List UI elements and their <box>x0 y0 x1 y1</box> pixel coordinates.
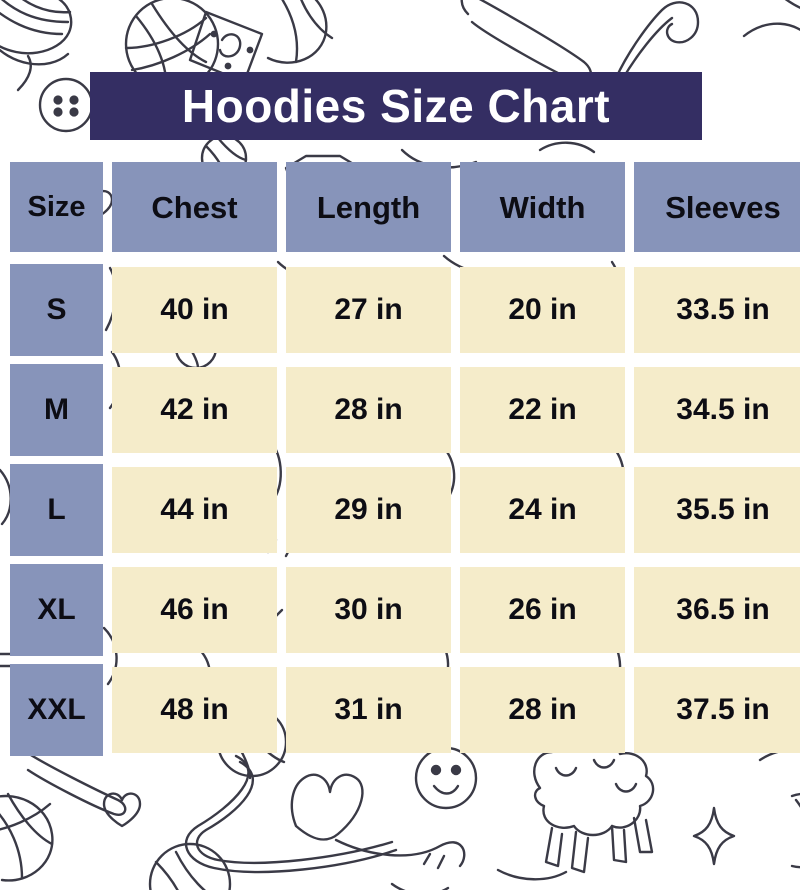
table-cell-chest: 48 in <box>112 667 277 753</box>
table-cell-chest: 42 in <box>112 367 277 453</box>
table-cell-width: 22 in <box>460 367 625 453</box>
table-cell-length: 29 in <box>286 467 451 553</box>
table-cell-chest: 46 in <box>112 567 277 653</box>
size-chart-table: Size Chest Length Width Sleeves S 40 in … <box>10 162 800 758</box>
table-cell-width: 28 in <box>460 667 625 753</box>
table-row-size-label: XL <box>10 564 103 656</box>
table-cell-length: 31 in <box>286 667 451 753</box>
table-cell-chest: 40 in <box>112 267 277 353</box>
table-cell-length: 27 in <box>286 267 451 353</box>
table-cell-width: 20 in <box>460 267 625 353</box>
table-row-size-label: XXL <box>10 664 103 756</box>
table-row-size-label: S <box>10 264 103 356</box>
table-cell-sleeves: 37.5 in <box>634 667 800 753</box>
table-cell-length: 30 in <box>286 567 451 653</box>
table-row-size-label: M <box>10 364 103 456</box>
column-header-size: Size <box>10 162 103 252</box>
table-cell-chest: 44 in <box>112 467 277 553</box>
column-header-length: Length <box>286 162 451 252</box>
table-cell-sleeves: 34.5 in <box>634 367 800 453</box>
page-title: Hoodies Size Chart <box>181 80 611 132</box>
table-cell-sleeves: 36.5 in <box>634 567 800 653</box>
table-cell-width: 24 in <box>460 467 625 553</box>
column-header-width: Width <box>460 162 625 252</box>
column-header-sleeves: Sleeves <box>634 162 800 252</box>
table-cell-length: 28 in <box>286 367 451 453</box>
chart-title-banner: Hoodies Size Chart <box>90 72 702 140</box>
table-cell-width: 26 in <box>460 567 625 653</box>
table-row-size-label: L <box>10 464 103 556</box>
table-cell-sleeves: 35.5 in <box>634 467 800 553</box>
table-cell-sleeves: 33.5 in <box>634 267 800 353</box>
column-header-chest: Chest <box>112 162 277 252</box>
